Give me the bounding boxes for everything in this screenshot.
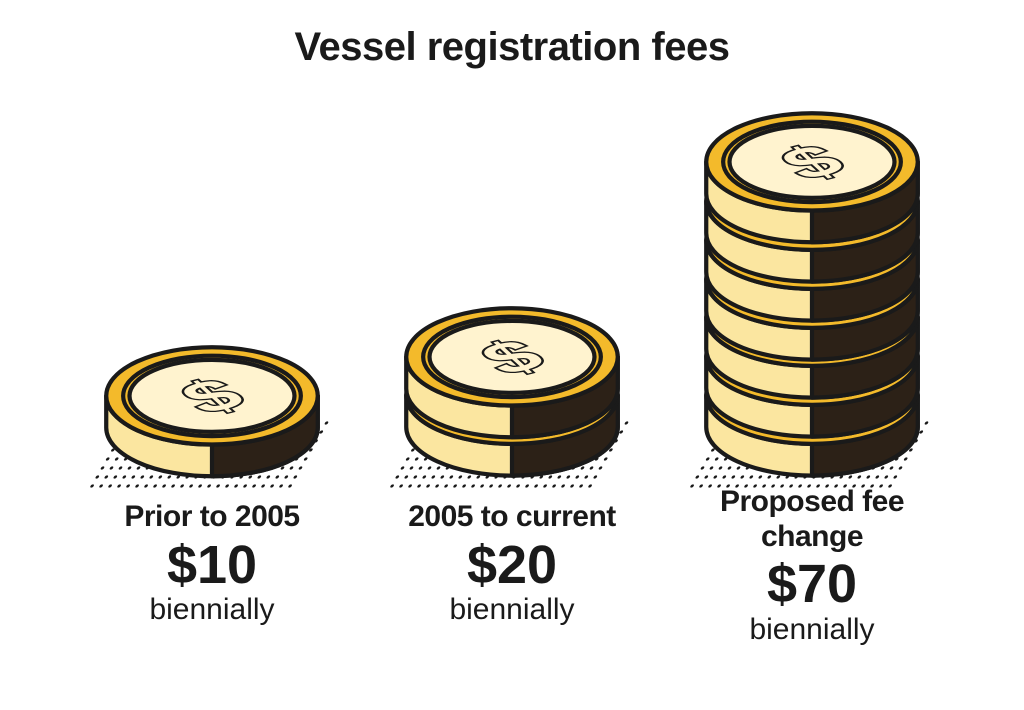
frequency-label: biennially [72, 593, 352, 626]
coin-stack: $ [402, 304, 622, 480]
coin-top: $ [102, 343, 322, 481]
coin-stack-item: $ [62, 343, 362, 481]
labels-row: Prior to 2005$10biennially2005 to curren… [0, 500, 1024, 661]
frequency-label: biennially [372, 593, 652, 626]
coin-top: $ [402, 304, 622, 442]
label-column: 2005 to current$20biennially [362, 500, 662, 661]
coin-stack-item: $ [662, 109, 962, 480]
period-label: 2005 to current [372, 500, 652, 535]
label-column: Proposed fee change$70biennially [662, 485, 962, 646]
amount-label: $20 [372, 537, 652, 594]
coin-stack-item: $ [362, 304, 662, 480]
coin-stack-figure: $ [72, 343, 352, 481]
coin-stack-figure: $ [372, 304, 652, 480]
amount-label: $70 [672, 556, 952, 613]
coin-top: $ [702, 109, 922, 247]
amount-label: $10 [72, 537, 352, 594]
frequency-label: biennially [672, 613, 952, 646]
infographic: Vessel registration fees $ [0, 0, 1024, 710]
label-column: Prior to 2005$10biennially [62, 500, 362, 661]
period-label: Prior to 2005 [72, 500, 352, 535]
period-label: Proposed fee change [672, 485, 952, 554]
coin-stacks-row: $ $ [0, 60, 1024, 480]
coin-stack: $ [102, 343, 322, 481]
coin-stack: $ [702, 109, 922, 480]
coin-stack-figure: $ [672, 109, 952, 480]
